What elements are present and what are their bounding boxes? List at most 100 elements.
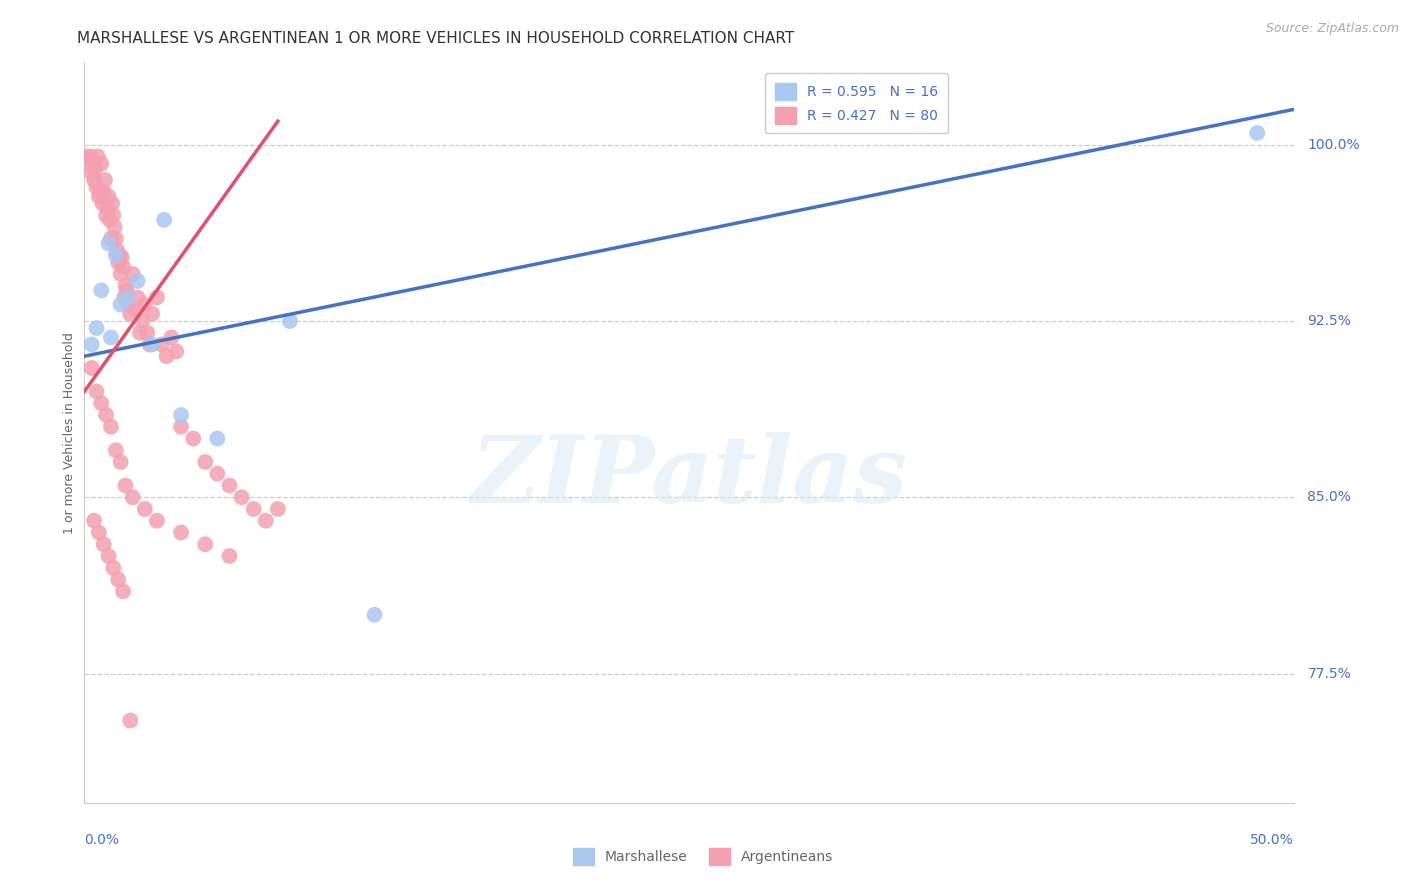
Text: 85.0%: 85.0% — [1308, 491, 1351, 504]
Point — [115, 284, 138, 298]
Point — [91, 196, 114, 211]
Point — [86, 384, 108, 399]
Text: 100.0%: 100.0% — [1308, 137, 1360, 152]
Point — [93, 537, 115, 551]
Point — [100, 419, 122, 434]
Point — [141, 337, 163, 351]
Point — [90, 156, 112, 170]
Point — [79, 149, 101, 163]
Point — [121, 267, 143, 281]
Point — [98, 213, 121, 227]
Point — [120, 307, 142, 321]
Point — [127, 274, 149, 288]
Point — [107, 573, 129, 587]
Point — [93, 185, 115, 199]
Point — [129, 326, 152, 340]
Point — [94, 208, 117, 222]
Point — [114, 278, 136, 293]
Point — [127, 290, 149, 304]
Point — [153, 213, 176, 227]
Point — [110, 297, 132, 311]
Point — [108, 248, 131, 262]
Point — [278, 314, 301, 328]
Point — [96, 201, 118, 215]
Point — [104, 248, 127, 262]
Text: ZIPatlas: ZIPatlas — [471, 432, 907, 522]
Point — [80, 337, 103, 351]
Point — [110, 267, 132, 281]
Point — [267, 502, 290, 516]
Legend: R = 0.595   N = 16, R = 0.427   N = 80: R = 0.595 N = 16, R = 0.427 N = 80 — [765, 73, 948, 134]
Point — [114, 478, 136, 492]
Point — [90, 284, 112, 298]
Point — [194, 455, 217, 469]
Point — [104, 219, 127, 234]
Point — [86, 149, 108, 163]
Point — [165, 344, 187, 359]
Point — [207, 467, 229, 481]
Point — [111, 251, 134, 265]
Point — [97, 236, 120, 251]
Point — [87, 525, 110, 540]
Point — [100, 232, 122, 246]
Text: Source: ZipAtlas.com: Source: ZipAtlas.com — [1265, 22, 1399, 36]
Point — [242, 502, 264, 516]
Point — [83, 173, 105, 187]
Point — [103, 561, 125, 575]
Point — [218, 549, 240, 563]
Text: 92.5%: 92.5% — [1308, 314, 1351, 328]
Point — [94, 173, 117, 187]
Point — [97, 189, 120, 203]
Text: 77.5%: 77.5% — [1308, 666, 1351, 681]
Point — [89, 185, 111, 199]
Point — [146, 514, 169, 528]
Point — [160, 330, 183, 344]
Legend: Marshallese, Argentineans: Marshallese, Argentineans — [567, 841, 839, 871]
Point — [1246, 126, 1268, 140]
Point — [134, 502, 156, 516]
Point — [112, 584, 135, 599]
Point — [104, 232, 127, 246]
Point — [146, 290, 169, 304]
Point — [101, 196, 124, 211]
Point — [141, 307, 163, 321]
Point — [124, 302, 146, 317]
Point — [121, 490, 143, 504]
Point — [105, 244, 128, 258]
Point — [170, 525, 193, 540]
Text: 50.0%: 50.0% — [1250, 833, 1294, 847]
Text: 0.0%: 0.0% — [84, 833, 120, 847]
Point — [82, 154, 104, 169]
Point — [112, 290, 135, 304]
Point — [170, 419, 193, 434]
Point — [170, 408, 193, 422]
Point — [218, 478, 240, 492]
Point — [90, 396, 112, 410]
Point — [150, 337, 173, 351]
Point — [231, 490, 253, 504]
Point — [131, 314, 153, 328]
Point — [194, 537, 217, 551]
Point — [80, 361, 103, 376]
Point — [103, 208, 125, 222]
Point — [94, 408, 117, 422]
Point — [100, 330, 122, 344]
Point — [138, 337, 160, 351]
Point — [363, 607, 385, 622]
Point — [134, 297, 156, 311]
Point — [97, 549, 120, 563]
Point — [84, 161, 107, 176]
Point — [112, 260, 135, 274]
Point — [86, 321, 108, 335]
Point — [104, 443, 127, 458]
Point — [86, 180, 108, 194]
Point — [136, 326, 159, 340]
Point — [107, 255, 129, 269]
Point — [83, 514, 105, 528]
Point — [80, 166, 103, 180]
Point — [207, 432, 229, 446]
Point — [254, 514, 277, 528]
Point — [117, 297, 139, 311]
Point — [110, 455, 132, 469]
Point — [77, 156, 100, 170]
